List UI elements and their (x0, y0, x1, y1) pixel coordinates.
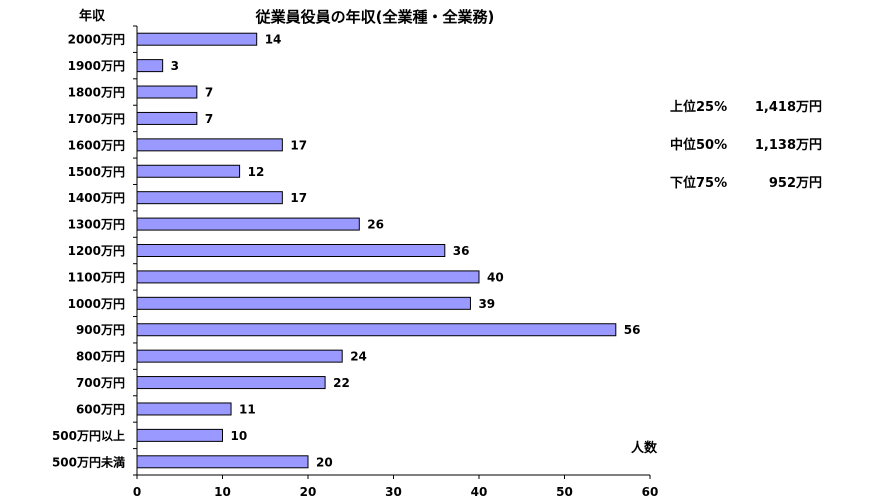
stat-upper-label: 上位25% (670, 99, 727, 115)
data-label: 17 (290, 138, 307, 152)
y-tick-label: 1400万円 (68, 191, 125, 205)
y-tick-label: 600万円 (76, 402, 125, 416)
y-axis-title: 年収 (79, 8, 106, 24)
y-tick-label: 500万円以上 (52, 428, 125, 443)
bar (136, 349, 343, 363)
data-label: 39 (478, 297, 495, 311)
bar (136, 191, 283, 205)
stat-median-value: 1,138万円 (755, 138, 822, 153)
data-label: 24 (350, 350, 367, 364)
bar (136, 402, 232, 416)
y-tick-label: 1800万円 (68, 86, 125, 100)
y-tick-label: 1000万円 (68, 297, 125, 311)
bar (136, 323, 617, 337)
data-label: 26 (367, 218, 384, 232)
bar (136, 217, 360, 231)
bar (136, 138, 283, 152)
x-tick-label: 50 (556, 485, 573, 499)
data-label: 10 (231, 429, 248, 443)
y-tick-label: 1300万円 (68, 218, 125, 232)
y-tick-label: 700万円 (76, 376, 125, 390)
x-tick-label: 30 (385, 485, 402, 499)
data-label: 20 (316, 455, 333, 469)
bar (136, 244, 446, 257)
data-label: 17 (290, 191, 307, 205)
y-tick-label: 1600万円 (68, 138, 125, 152)
data-label: 22 (333, 376, 350, 390)
bar (136, 32, 258, 46)
y-tick-label: 1700万円 (68, 112, 125, 126)
bar (136, 376, 326, 390)
data-label: 56 (624, 323, 641, 337)
data-label: 7 (205, 112, 213, 126)
stat-lower-label: 下位75% (670, 175, 727, 191)
y-tick-label: 900万円 (76, 323, 125, 337)
x-tick-label: 0 (133, 485, 141, 499)
bar (136, 164, 241, 178)
data-label: 3 (171, 59, 179, 73)
y-tick-label: 1900万円 (68, 59, 125, 73)
stat-lower-value: 952万円 (769, 176, 822, 191)
data-label: 11 (239, 402, 256, 416)
y-tick-label: 1200万円 (68, 244, 125, 258)
x-tick-label: 10 (214, 485, 231, 499)
x-tick-label: 40 (471, 485, 488, 499)
bar (136, 85, 198, 99)
stat-median-label: 中位50% (670, 137, 727, 153)
bar (136, 455, 309, 469)
y-tick-label: 1100万円 (68, 270, 125, 284)
bar (136, 59, 164, 73)
bar (136, 270, 480, 284)
y-tick-label: 2000万円 (68, 33, 125, 47)
data-label: 14 (265, 33, 282, 47)
stats-panel: 上位25% 1,418万円 中位50% 1,138万円 下位75% 952万円 (670, 99, 822, 191)
data-label: 36 (453, 244, 470, 258)
plot-area: 14 2000万円 3 1900万円 7 1800万円 7 1700万円 17 1600万円 12 1… (52, 25, 659, 499)
stat-upper-value: 1,418万円 (755, 100, 822, 115)
y-tick-label: 800万円 (76, 350, 125, 364)
data-label: 12 (248, 165, 265, 179)
y-tick-label: 1500万円 (68, 165, 125, 179)
x-tick-label: 20 (300, 485, 317, 499)
chart-title: 従業員役員の年収(全業種・全業務) (255, 8, 495, 26)
bar (136, 111, 198, 125)
x-tick-label: 60 (642, 485, 659, 499)
y-tick-label: 500万円未満 (52, 454, 125, 469)
data-label: 7 (205, 86, 213, 100)
bar (136, 428, 223, 442)
bar (136, 296, 471, 310)
data-label: 40 (487, 270, 504, 284)
x-axis-title: 人数 (631, 440, 658, 456)
